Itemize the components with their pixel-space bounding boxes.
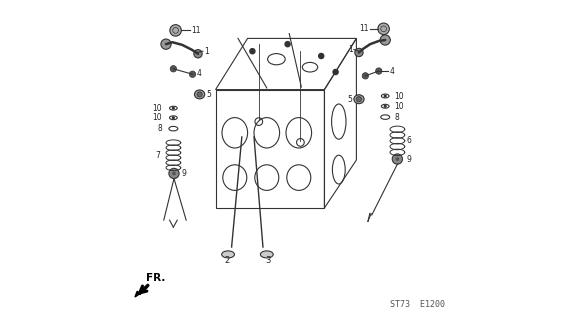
Polygon shape [135,284,149,297]
Circle shape [250,49,255,54]
Circle shape [376,68,382,74]
Circle shape [378,23,390,35]
Text: 7: 7 [156,151,161,160]
Text: 5: 5 [348,95,352,104]
Text: 4: 4 [390,67,395,76]
Text: 1: 1 [348,45,352,54]
Text: ST73  E1200: ST73 E1200 [390,300,444,309]
Circle shape [194,50,202,58]
Text: 5: 5 [206,90,211,99]
Ellipse shape [194,90,205,99]
Circle shape [170,25,181,36]
Circle shape [392,154,403,164]
Circle shape [384,94,387,98]
Circle shape [172,172,176,175]
Text: 3: 3 [266,256,271,265]
Text: 2: 2 [224,256,230,265]
Ellipse shape [354,95,364,104]
Circle shape [161,39,171,49]
Circle shape [362,73,368,79]
Circle shape [380,35,390,45]
Text: 11: 11 [359,24,368,33]
Circle shape [356,97,362,102]
Circle shape [197,92,202,97]
Circle shape [189,71,196,77]
Text: FR.: FR. [146,273,165,283]
Text: 11: 11 [191,26,201,35]
Text: 9: 9 [181,169,186,178]
Ellipse shape [222,251,235,258]
Text: 4: 4 [197,69,202,78]
Text: 8: 8 [157,124,162,133]
Circle shape [355,48,363,57]
Circle shape [395,157,399,161]
Text: 10: 10 [152,104,162,113]
Text: 10: 10 [394,92,404,100]
Text: 9: 9 [407,155,412,164]
Circle shape [170,66,177,72]
Circle shape [384,105,387,108]
Text: 10: 10 [394,102,404,111]
Circle shape [169,168,179,179]
Circle shape [319,53,324,59]
Ellipse shape [260,251,273,258]
Text: 6: 6 [407,136,412,145]
Circle shape [172,116,175,119]
Circle shape [172,107,175,110]
Text: 8: 8 [394,113,399,122]
Circle shape [333,69,338,75]
Text: 1: 1 [204,47,209,56]
Text: 10: 10 [152,113,162,122]
Circle shape [285,42,290,47]
